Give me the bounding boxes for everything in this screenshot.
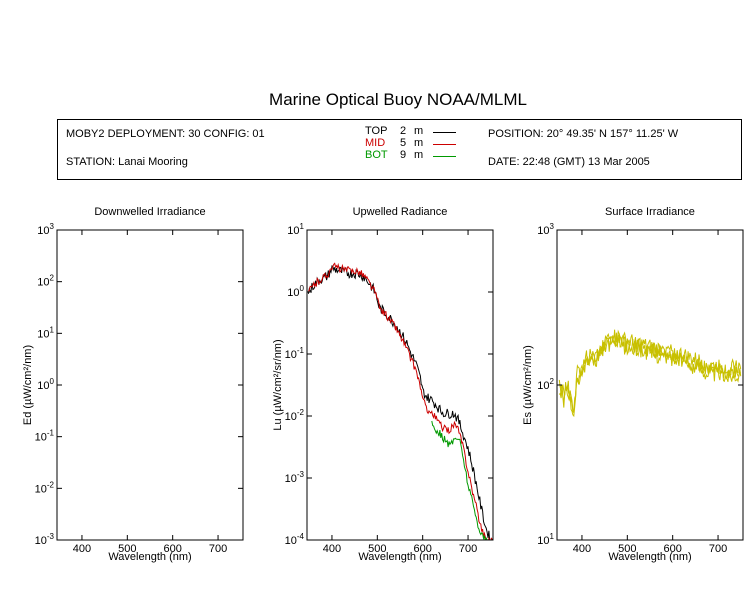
y-tick-label: 10-1 (35, 429, 55, 444)
x-tick-label: 600 (664, 543, 682, 555)
legend-line-mid (433, 144, 456, 145)
y-axis-label: Ed (µW/cm²/nm) (22, 345, 34, 425)
x-axis-label: Wavelength (nm) (358, 551, 441, 563)
panel-title: Upwelled Radiance (353, 206, 448, 218)
legend-depth-bot: 9 (400, 149, 407, 161)
x-tick-label: 700 (209, 543, 227, 555)
series-line-top (307, 265, 493, 540)
series-line-mid (308, 262, 493, 540)
legend-name-top: TOP (365, 125, 388, 137)
y-tick-label: 103 (37, 222, 54, 237)
legend-depth-mid: 5 (400, 137, 407, 149)
x-tick-label: 600 (164, 543, 182, 555)
legend-name-mid: MID (365, 137, 386, 149)
y-tick-label: 10-1 (285, 346, 305, 361)
plot-frame (306, 229, 494, 541)
series-line-es-1 (558, 332, 741, 412)
x-tick-label: 400 (573, 543, 591, 555)
legend-line-top (433, 132, 456, 133)
y-tick-label: 100 (287, 284, 304, 299)
legend-unit-mid: m (414, 137, 424, 149)
plot-frame (56, 229, 244, 541)
y-tick-label: 10-4 (285, 532, 305, 547)
legend-line-bot (433, 156, 456, 157)
panel-title: Downwelled Irradiance (94, 206, 205, 218)
y-tick-label: 101 (287, 222, 304, 237)
legend-name-bot: BOT (365, 149, 388, 161)
legend-unit-bot: m (414, 149, 424, 161)
y-tick-label: 10-3 (35, 532, 55, 547)
y-tick-label: 102 (37, 274, 54, 289)
y-tick-label: 100 (37, 377, 54, 392)
y-tick-label: 10-3 (285, 470, 305, 485)
y-axis-label: Es (µW/cm²/nm) (522, 345, 534, 425)
y-axis-label: Lu (µW/cm²/sr/nm) (272, 339, 284, 430)
legend-unit-top: m (414, 125, 424, 137)
x-tick-label: 400 (73, 543, 91, 555)
series-line-bot (431, 420, 489, 540)
chart-panel-1: Downwelled Irradiance 400 500 600 700 10-3 10-… (22, 206, 244, 563)
info-box: MOBY2 DEPLOYMENT: 30 CONFIG: 01 STATION:… (57, 119, 742, 180)
panel-title: Surface Irradiance (605, 206, 695, 218)
x-tick-label: 700 (709, 543, 727, 555)
x-tick-label: 400 (323, 543, 341, 555)
y-tick-label: 101 (37, 325, 54, 340)
x-tick-label: 500 (118, 543, 136, 555)
y-tick-label: 101 (537, 532, 554, 547)
chart-title: Marine Optical Buoy NOAA/MLML (269, 90, 527, 109)
y-tick-label: 103 (537, 222, 554, 237)
x-tick-label: 500 (368, 543, 386, 555)
station-text: STATION: Lanai Mooring (66, 156, 188, 168)
y-tick-label: 10-2 (285, 408, 305, 423)
deployment-text: MOBY2 DEPLOYMENT: 30 CONFIG: 01 (66, 128, 265, 140)
legend-depth-top: 2 (400, 125, 407, 137)
position-text: POSITION: 20° 49.35' N 157° 11.25' W (488, 128, 679, 140)
chart-panel-2: Upwelled Radiance 400 500 600 700 10-4 10-3 10-… (272, 206, 494, 563)
plot-frame (556, 229, 744, 541)
chart-panel-3: Surface Irradiance 400 500 600 700 101 102 103 W… (522, 206, 744, 563)
x-tick-label: 700 (459, 543, 477, 555)
x-tick-label: 600 (414, 543, 432, 555)
series-line-es-2 (558, 329, 742, 414)
series-line-es-3 (558, 335, 742, 418)
x-axis-label: Wavelength (nm) (108, 551, 191, 563)
y-tick-label: 10-2 (35, 480, 55, 495)
x-axis-label: Wavelength (nm) (608, 551, 691, 563)
x-tick-label: 500 (618, 543, 636, 555)
y-tick-label: 102 (537, 377, 554, 392)
date-text: DATE: 22:48 (GMT) 13 Mar 2005 (488, 156, 650, 168)
